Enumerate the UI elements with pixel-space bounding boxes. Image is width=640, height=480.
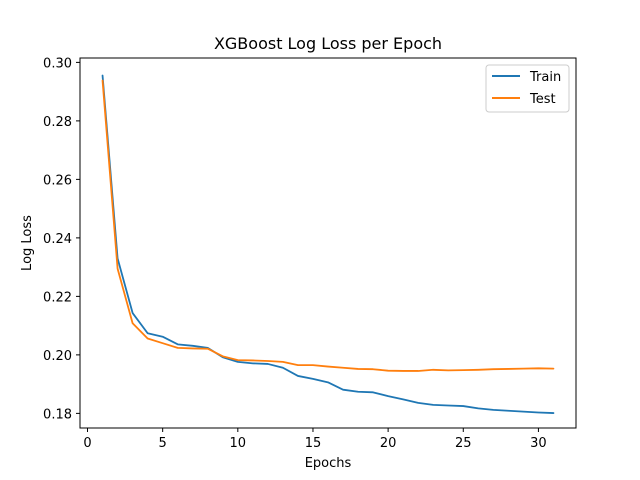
chart-title: XGBoost Log Loss per Epoch xyxy=(214,34,442,53)
y-tick-label: 0.24 xyxy=(43,232,72,247)
y-tick-label: 0.28 xyxy=(43,115,72,130)
y-axis: 0.18 0.20 0.22 0.24 0.26 0.28 0.30 xyxy=(43,56,80,422)
x-tick-label: 15 xyxy=(305,436,322,451)
x-tick-label: 20 xyxy=(380,436,397,451)
x-tick-label: 25 xyxy=(455,436,472,451)
y-axis-title: Log Loss xyxy=(20,215,35,271)
x-tick-label: 5 xyxy=(159,436,167,451)
x-tick-label: 30 xyxy=(530,436,547,451)
plot-area xyxy=(79,57,577,429)
series-lines xyxy=(101,74,555,414)
y-tick-label: 0.26 xyxy=(43,173,72,188)
x-axis-title: Epochs xyxy=(305,456,352,471)
legend: Train Test xyxy=(485,64,570,113)
series-line-test xyxy=(101,79,555,372)
x-tick-label: 10 xyxy=(230,436,247,451)
x-tick-label: 0 xyxy=(83,436,91,451)
y-tick-label: 0.22 xyxy=(43,290,72,305)
legend-train-label: Train xyxy=(529,70,561,85)
series-line-train xyxy=(101,74,555,414)
x-axis: 0 5 10 15 20 25 30 xyxy=(83,428,547,451)
y-tick-label: 0.18 xyxy=(43,407,72,422)
y-tick-label: 0.30 xyxy=(43,56,72,71)
y-tick-label: 0.20 xyxy=(43,349,72,364)
legend-test-label: Test xyxy=(529,92,556,107)
